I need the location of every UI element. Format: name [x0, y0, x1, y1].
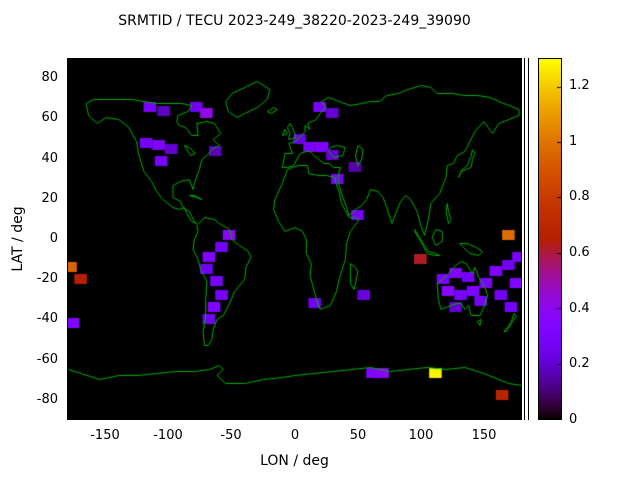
x-tick-label: 100 [408, 428, 434, 443]
x-tick-label: 0 [290, 428, 300, 443]
y-tick-label: 80 [41, 70, 58, 85]
map-plot-area [67, 58, 522, 420]
y-tick-label: 20 [41, 191, 58, 206]
x-tick-label: 150 [471, 428, 497, 443]
x-tick-label: -100 [153, 428, 183, 443]
x-axis-label: LON / deg [260, 453, 329, 469]
colorbar-tick-label: 0.4 [569, 301, 590, 316]
x-tick-label: -50 [220, 428, 242, 443]
y-tick-label: -80 [36, 392, 58, 407]
colorbar-tick-label: 0.6 [569, 245, 590, 260]
colorbar-tick-label: 0.8 [569, 189, 590, 204]
y-tick-label: 0 [49, 231, 58, 246]
colorbar-tick-label: 0.2 [569, 356, 590, 371]
chart-title: SRMTID / TECU 2023-249_38220-2023-249_39… [118, 13, 471, 29]
plot-colorbar-separator-line-1 [524, 58, 525, 420]
y-tick-label: -60 [36, 352, 58, 367]
colorbar-tick-label: 1 [569, 134, 578, 149]
y-tick-label: -40 [36, 311, 58, 326]
x-tick-label: 50 [349, 428, 367, 443]
y-tick-label: 60 [41, 110, 58, 125]
colorbar-gradient-canvas [539, 59, 561, 419]
colorbar [538, 58, 562, 420]
plot-colorbar-separator-line-2 [528, 58, 529, 420]
colorbar-tick-label: 1.2 [569, 78, 590, 93]
y-tick-label: 40 [41, 151, 58, 166]
x-tick-label: -150 [90, 428, 120, 443]
colorbar-tick-label: 0 [569, 412, 578, 427]
map-canvas [68, 59, 521, 419]
y-tick-label: -20 [36, 271, 58, 286]
